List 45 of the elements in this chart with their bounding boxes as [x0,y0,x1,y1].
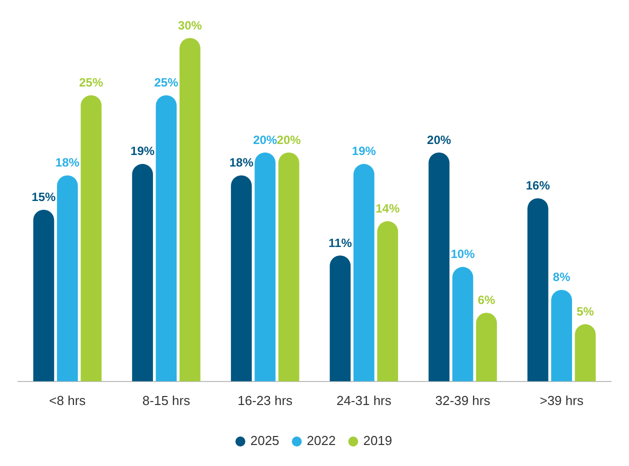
x-tick-label: >39 hrs [540,392,584,408]
bar [476,312,497,382]
data-label: 8% [552,270,571,284]
bar [56,175,78,382]
data-label: 11% [328,236,352,250]
data-label: 19% [130,144,155,158]
bar [278,152,300,382]
x-tick-label: 16-23 hrs [238,392,294,408]
bar [452,266,474,382]
bar [132,164,153,382]
data-label: 18% [229,156,254,170]
data-label: 14% [376,201,400,216]
bar [428,152,450,382]
x-tick-label: 32-39 hrs [435,392,491,408]
legend-label: 2019 [363,433,392,448]
bar [574,324,596,382]
data-label: 16% [526,178,550,193]
bar [33,210,54,382]
data-label: 15% [32,190,56,204]
data-label: 5% [576,304,594,318]
bar [527,198,548,382]
data-label: 10% [450,247,476,262]
bar [551,290,572,382]
bar [156,95,177,382]
data-label: 18% [55,156,80,170]
legend-label: 2025 [250,433,280,448]
bar [254,152,276,382]
bar [230,175,252,382]
bar [180,38,200,382]
x-tick-label: 8-15 hrs [142,392,191,408]
data-label: 19% [352,144,376,158]
data-label: 6% [478,293,496,308]
x-tick-label: <8 hrs [49,392,86,408]
x-tick-label: 24-31 hrs [336,392,392,408]
legend-label: 2022 [306,433,336,448]
bar [330,255,351,382]
data-label: 20% [427,132,452,147]
data-label: 25% [154,76,179,90]
data-label: 25% [79,76,104,90]
bar [353,164,374,382]
data-label: 20% [276,132,302,147]
data-label: 20% [253,132,278,147]
bar [377,221,398,382]
bar [80,95,102,382]
data-label: 30% [178,18,202,32]
